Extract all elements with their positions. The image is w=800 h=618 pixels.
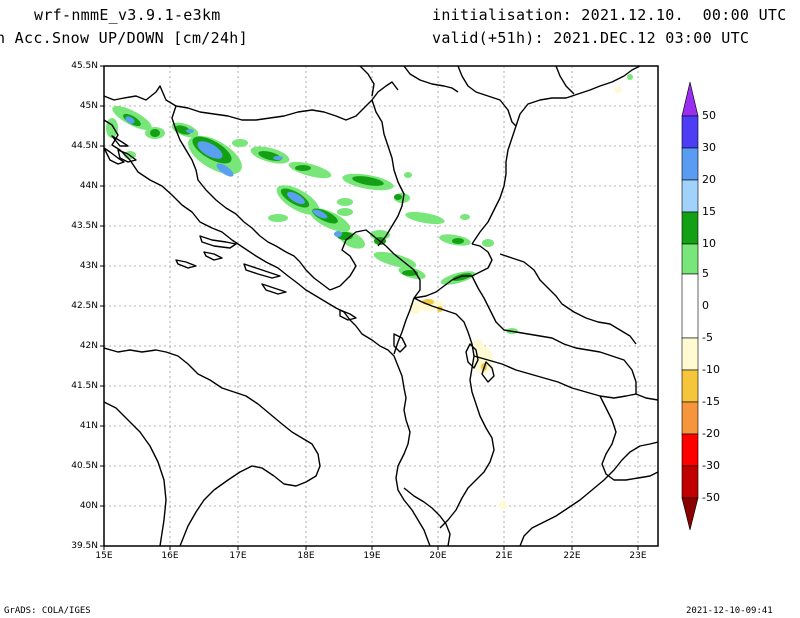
lat-label: 42.5N: [71, 301, 98, 311]
model-title: wrf-nmmE_v3.9.1-e3km: [34, 6, 221, 24]
colorbar-label: -15: [702, 395, 720, 408]
colorbar-label: 30: [702, 141, 716, 154]
colorbar-label: 5: [702, 267, 709, 280]
colorbar-segment: [681, 273, 699, 339]
colorbar-label: -30: [702, 459, 720, 472]
lat-label: 45N: [79, 101, 98, 111]
lon-label: 19E: [363, 551, 381, 561]
lon-label: 17E: [229, 551, 247, 561]
colorbar-label: -5: [702, 331, 713, 344]
lat-label: 42N: [79, 341, 98, 351]
colorbar-segment: [681, 465, 699, 499]
lat-label: 39.5N: [71, 541, 98, 551]
colorbar-label: 20: [702, 173, 716, 186]
lon-label: 20E: [429, 551, 447, 561]
colorbar-segment: [681, 337, 699, 371]
lat-label: 41N: [79, 421, 98, 431]
colorbar-segment: [681, 433, 699, 467]
colorbar-segment: [681, 147, 699, 181]
lat-label: 43N: [79, 261, 98, 271]
lat-label: 44N: [79, 181, 98, 191]
footer-timestamp: 2021-12-10-09:41: [686, 606, 773, 616]
colorbar-segment: [681, 243, 699, 275]
field-title: n Acc.Snow UP/DOWN [cm/24h]: [0, 29, 248, 47]
grid-lines: [104, 66, 658, 546]
colorbar-label: -50: [702, 491, 720, 504]
colorbar-label: 50: [702, 109, 716, 122]
lat-label: 40.5N: [71, 461, 98, 471]
lon-label: 18E: [297, 551, 315, 561]
snow-accumulation-field: [106, 74, 633, 509]
colorbar-label: 10: [702, 237, 716, 250]
colorbar-segment: [681, 211, 699, 245]
colorbar-top-arrow: [681, 81, 699, 117]
coastlines-borders: [104, 66, 658, 546]
lon-label: 16E: [161, 551, 179, 561]
colorbar-label: 15: [702, 205, 716, 218]
colorbar-label: -20: [702, 427, 720, 440]
lon-label: 22E: [563, 551, 581, 561]
colorbar-label: -10: [702, 363, 720, 376]
colorbar-bottom-arrow: [681, 497, 699, 531]
colorbar-segment: [681, 115, 699, 149]
footer-credit: GrADS: COLA/IGES: [4, 606, 91, 616]
colorbar-label: 0: [702, 299, 709, 312]
lon-label: 21E: [495, 551, 513, 561]
lat-label: 43.5N: [71, 221, 98, 231]
lon-label: 23E: [629, 551, 647, 561]
lat-label: 41.5N: [71, 381, 98, 391]
colorbar-segment: [681, 401, 699, 435]
init-time: initialisation: 2021.12.10. 00:00 UTC: [432, 6, 787, 24]
lat-label: 44.5N: [71, 141, 98, 151]
lat-label: 45.5N: [71, 61, 98, 71]
lon-label: 15E: [95, 551, 113, 561]
colorbar-segment: [681, 179, 699, 213]
valid-time: valid(+51h): 2021.DEC.12 03:00 UTC: [432, 29, 750, 47]
colorbar: [681, 81, 699, 531]
colorbar-segment: [681, 369, 699, 403]
lat-label: 40N: [79, 501, 98, 511]
